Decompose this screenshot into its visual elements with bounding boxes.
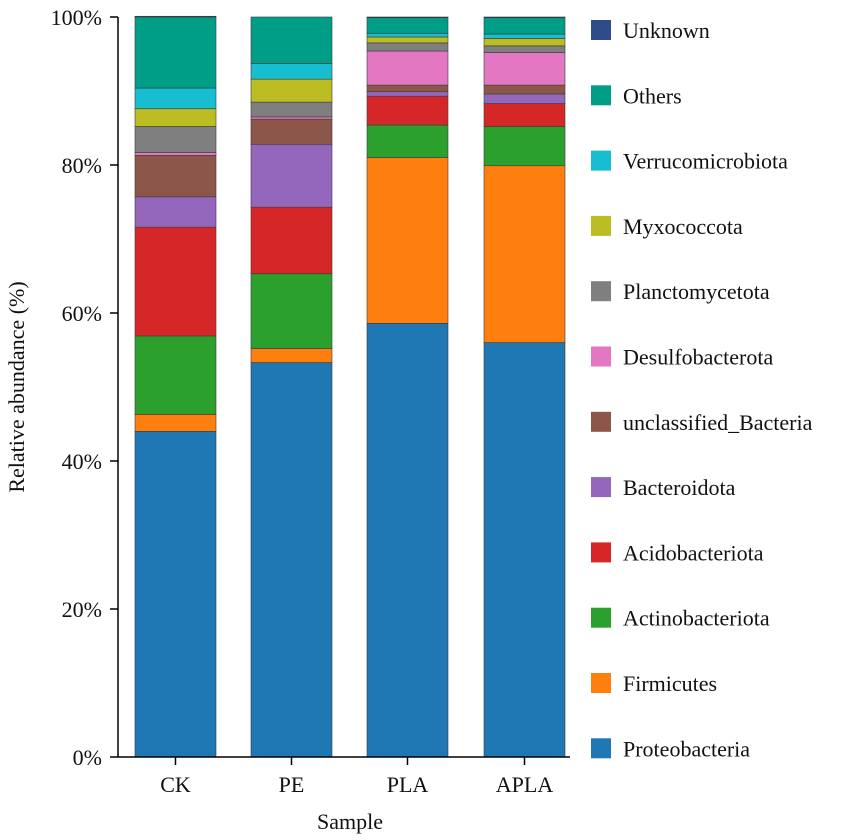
legend-label-actinobacteriota: Actinobacteriota xyxy=(623,606,770,631)
bar-segment-ck-unclassified-bacteria xyxy=(134,155,217,198)
bar-segment-apla-acidobacteriota xyxy=(483,103,566,127)
legend-swatch-others xyxy=(591,85,611,106)
bar-segment-ck-verrucomicrobiota xyxy=(134,87,217,110)
legend-label-planctomycetota: Planctomycetota xyxy=(623,279,770,304)
bar-segment-ck-acidobacteriota xyxy=(134,226,217,337)
legend-swatch-acidobacteriota xyxy=(591,542,611,563)
bar-segment-ck-planctomycetota xyxy=(134,126,217,153)
y-tick-label: 60% xyxy=(62,301,102,326)
legend-swatch-planctomycetota xyxy=(591,281,611,302)
y-tick-label: 0% xyxy=(73,745,102,770)
bar-segment-pe-bacteroidota xyxy=(250,143,333,208)
bar-segment-pe-desulfobacterota xyxy=(250,116,333,120)
legend-label-others: Others xyxy=(623,83,682,108)
legend-label-proteobacteria: Proteobacteria xyxy=(623,736,750,761)
bar-segment-ck-others xyxy=(134,16,217,89)
bar-segment-pla-others xyxy=(366,17,449,34)
bar-segment-pe-verrucomicrobiota xyxy=(250,63,333,80)
bar-segment-pla-desulfobacterota xyxy=(366,50,449,86)
x-tick-label-ck: CK xyxy=(160,772,191,797)
bar-segment-pe-unclassified-bacteria xyxy=(250,118,333,145)
y-tick-label: 80% xyxy=(62,153,102,178)
legend-swatch-unclassified-bacteria xyxy=(591,411,611,432)
bar-segment-pe-actinobacteriota xyxy=(250,273,333,349)
bar-segment-apla-unknown xyxy=(483,16,566,19)
bar-segment-pe-acidobacteriota xyxy=(250,206,333,275)
bar-segment-apla-others xyxy=(483,17,566,35)
x-ticks-group: CK PE PLA APLA xyxy=(160,757,553,797)
legend-label-verrucomicrobiota: Verrucomicrobiota xyxy=(623,149,788,174)
bar-segment-apla-bacteroidota xyxy=(483,93,566,104)
bar-segment-apla-myxococcota xyxy=(483,38,566,47)
x-tick-label-pe: PE xyxy=(279,772,305,797)
bar-segment-pla-actinobacteriota xyxy=(366,124,449,158)
legend-label-unclassified-bacteria: unclassified_Bacteria xyxy=(623,410,813,435)
bar-segment-ck-bacteroidota xyxy=(134,196,217,228)
legend-label-myxococcota: Myxococcota xyxy=(623,214,743,239)
bar-segment-pe-proteobacteria xyxy=(250,362,333,758)
legend-swatch-firmicutes xyxy=(591,673,611,693)
legend-label-acidobacteriota: Acidobacteriota xyxy=(623,540,764,565)
legend: Unknown Others Verrucomicrobiota Myxococcot… xyxy=(591,18,813,761)
legend-swatch-unknown xyxy=(591,20,611,40)
bar-segment-pla-planctomycetota xyxy=(366,42,449,52)
legend-swatch-proteobacteria xyxy=(591,738,611,759)
y-tick-label: 20% xyxy=(62,597,102,622)
bar-segment-pe-myxococcota xyxy=(250,78,333,103)
y-tick-label: 40% xyxy=(62,449,102,474)
x-axis-title: Sample xyxy=(317,809,383,834)
bar-segment-pla-unknown xyxy=(366,16,449,19)
axes-group: 0% 20% 40% 60% 80% 100% CK PE PLA APLA xyxy=(51,5,570,797)
bar-segment-pla-firmicutes xyxy=(366,157,449,324)
bar-segment-apla-proteobacteria xyxy=(483,342,566,758)
bar-segment-ck-unknown xyxy=(134,15,217,18)
bar-segment-apla-desulfobacterota xyxy=(483,52,566,86)
bar-segment-pla-verrucomicrobiota xyxy=(366,32,449,38)
bar-segment-apla-verrucomicrobiota xyxy=(483,33,566,39)
bar-segment-apla-planctomycetota xyxy=(483,45,566,53)
bar-segment-pla-unclassified-bacteria xyxy=(366,84,449,93)
y-ticks-group: 0% 20% 40% 60% 80% 100% xyxy=(51,5,118,770)
y-tick-label: 100% xyxy=(51,5,102,30)
bar-segment-pe-others xyxy=(250,16,333,64)
bar-segment-pe-firmicutes xyxy=(250,348,333,363)
bar-segment-ck-myxococcota xyxy=(134,108,217,127)
legend-swatch-desulfobacterota xyxy=(591,346,611,367)
legend-swatch-myxococcota xyxy=(591,215,611,236)
bar-segment-pla-proteobacteria xyxy=(366,323,449,758)
bar-segment-pla-bacteroidota xyxy=(366,91,449,97)
bar-segment-ck-proteobacteria xyxy=(134,431,217,758)
legend-label-unknown: Unknown xyxy=(623,18,710,43)
legend-label-firmicutes: Firmicutes xyxy=(623,671,717,696)
bar-segment-pla-myxococcota xyxy=(366,36,449,44)
bar-segment-ck-actinobacteriota xyxy=(134,335,217,415)
legend-label-desulfobacterota: Desulfobacterota xyxy=(623,345,773,370)
y-axis-title: Relative abundance (%) xyxy=(4,281,29,492)
bar-segment-apla-firmicutes xyxy=(483,165,566,343)
bar-segment-ck-firmicutes xyxy=(134,414,217,432)
legend-swatch-actinobacteriota xyxy=(591,607,611,628)
x-tick-label-apla: APLA xyxy=(496,772,554,797)
bar-segment-apla-actinobacteriota xyxy=(483,126,566,167)
legend-swatch-verrucomicrobiota xyxy=(591,150,611,171)
legend-label-bacteroidota: Bacteroidota xyxy=(623,475,736,500)
bar-segment-apla-unclassified-bacteria xyxy=(483,84,566,95)
legend-swatch-bacteroidota xyxy=(591,477,611,498)
x-tick-label-pla: PLA xyxy=(387,772,429,797)
bar-segment-pla-acidobacteriota xyxy=(366,95,449,126)
bar-segment-pe-planctomycetota xyxy=(250,101,333,118)
bars-group xyxy=(134,15,566,758)
bar-segment-ck-desulfobacterota xyxy=(134,152,217,156)
